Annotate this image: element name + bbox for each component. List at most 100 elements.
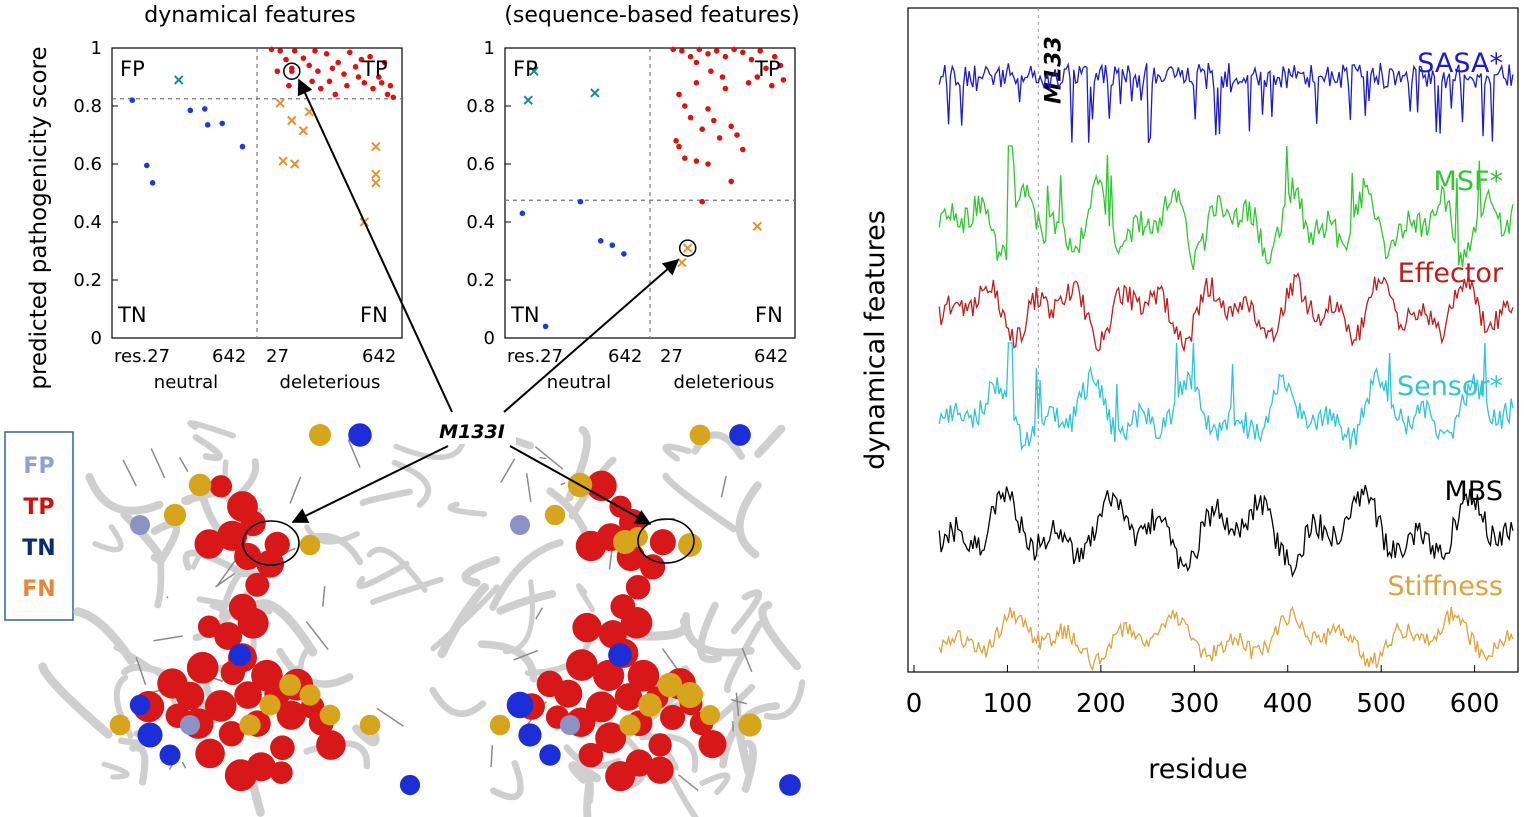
- tp-residue-sphere: [316, 730, 346, 760]
- tp-residue-sphere: [565, 649, 598, 681]
- point-fn: [677, 257, 687, 268]
- fn-residue-sphere: [279, 674, 301, 696]
- protein-ribbon: [437, 582, 490, 659]
- tp-residue-sphere: [649, 529, 676, 556]
- point-tp: [728, 123, 734, 130]
- point-fp: [590, 88, 600, 98]
- y-tick-label: 1: [484, 38, 495, 59]
- tp-residue-sphere: [276, 700, 306, 730]
- line-chart-x-label: residue: [1148, 754, 1248, 785]
- point-fn: [682, 243, 693, 253]
- protein-ribbon: [730, 589, 763, 635]
- protein-ribbon: [129, 744, 149, 786]
- protein-ribbon: [502, 579, 536, 655]
- protein-ribbon: [430, 584, 500, 652]
- tp-residue-sphere: [585, 691, 617, 723]
- scatter2-quadrant-fn: FN: [755, 303, 783, 327]
- point-tp: [745, 80, 752, 86]
- point-tp: [711, 117, 717, 124]
- tn-residue-sphere: [348, 423, 372, 447]
- protein-ribbon: [366, 546, 428, 593]
- protein-ribbon: [763, 679, 806, 720]
- tp-residue-sphere: [605, 761, 636, 792]
- point-fn: [298, 125, 309, 136]
- series-label-msf: MSF*: [1434, 166, 1503, 197]
- point-tp: [300, 55, 307, 61]
- protein-ribbon: [192, 434, 223, 462]
- point-tp: [687, 114, 694, 121]
- scatter1-y-ticks: 0 0.2 0.4 0.6 0.8 1: [73, 38, 118, 349]
- series-line-msf: [938, 145, 1514, 271]
- x-tick-label: 100: [983, 689, 1033, 719]
- point-tp: [705, 106, 711, 112]
- point-tp: [352, 64, 359, 70]
- scatter2-group-neutral: neutral: [547, 372, 611, 393]
- point-tp: [289, 68, 295, 74]
- point-fn: [371, 169, 381, 179]
- tp-residue-sphere: [593, 659, 625, 692]
- point-tp: [693, 59, 700, 66]
- protein-ribbon-edge: [347, 439, 361, 468]
- protein-ribbon: [735, 481, 762, 559]
- series-line-effector: [938, 272, 1514, 353]
- protein-ribbon-edge: [535, 607, 544, 620]
- protein-ribbon-edge: [735, 692, 740, 717]
- protein-ribbon-edge: [150, 448, 166, 479]
- tp-residue-sphere: [270, 761, 293, 784]
- y-tick-label: 1: [91, 38, 102, 59]
- point-tp: [682, 103, 688, 109]
- point-fn: [371, 178, 381, 188]
- protein-ribbon: [723, 620, 763, 693]
- protein-ribbon-edge: [376, 707, 404, 727]
- scatter-plot-sequence: (sequence-based features) 0 0.2 0.4 0.6 0.8 1…: [466, 3, 799, 393]
- fn-residue-sphere: [359, 714, 381, 736]
- protein-ribbon: [490, 760, 524, 801]
- tp-residue-sphere: [639, 554, 666, 580]
- tp-residue-sphere: [620, 607, 653, 639]
- y-tick-label: 0.8: [466, 96, 495, 117]
- scatter1-group-deleterious: deleterious: [280, 372, 381, 393]
- scatter1-quadrant-tn: TN: [117, 303, 147, 327]
- point-tp: [376, 74, 382, 80]
- y-tick-label: 0.2: [466, 270, 495, 291]
- protein-ribbon: [304, 524, 360, 545]
- point-tp: [291, 48, 298, 54]
- tp-residue-sphere: [660, 704, 686, 730]
- protein-ribbon: [187, 420, 237, 439]
- fp-residue-sphere: [180, 715, 200, 735]
- y-tick-label: 0.8: [73, 96, 102, 117]
- point-tp: [326, 78, 333, 85]
- tp-residue-sphere: [578, 742, 604, 768]
- scatter1-points: [112, 46, 402, 338]
- point-tp: [283, 56, 289, 63]
- y-tick-label: 0.4: [73, 212, 102, 233]
- point-tp: [754, 74, 761, 80]
- point-tp: [309, 78, 315, 85]
- tp-residue-sphere: [614, 683, 643, 711]
- scatter2-points: [505, 46, 795, 338]
- mutation-label-bg: [430, 418, 516, 444]
- point-tp: [687, 53, 694, 60]
- tp-residue-sphere: [204, 690, 237, 722]
- series-label-stiffness: Stiffness: [1387, 571, 1503, 602]
- protein-ribbon: [154, 554, 165, 609]
- line-chart-x-ticks: 0 100 200 300 400 500 600: [906, 665, 1499, 719]
- tp-residue-sphere: [234, 681, 262, 709]
- point-tp: [370, 85, 376, 92]
- protein-ribbon: [38, 662, 113, 739]
- highlight-circle-m133i: [678, 239, 697, 257]
- protein-ribbon: [662, 472, 738, 533]
- tp-residue-sphere: [186, 651, 219, 684]
- tp-residue-sphere: [197, 615, 221, 638]
- point-tp: [381, 59, 388, 66]
- legend-item-tp: TP: [23, 495, 54, 520]
- x-tick-label: 500: [1356, 689, 1406, 719]
- point-tp: [306, 62, 313, 69]
- point-tp: [728, 178, 734, 185]
- point-tn: [519, 210, 526, 217]
- protein-ribbon-edge: [122, 459, 137, 487]
- point-fn: [371, 141, 381, 152]
- tp-residue-sphere: [240, 510, 266, 537]
- fn-residue-sphere: [619, 714, 641, 736]
- point-tp: [679, 48, 685, 54]
